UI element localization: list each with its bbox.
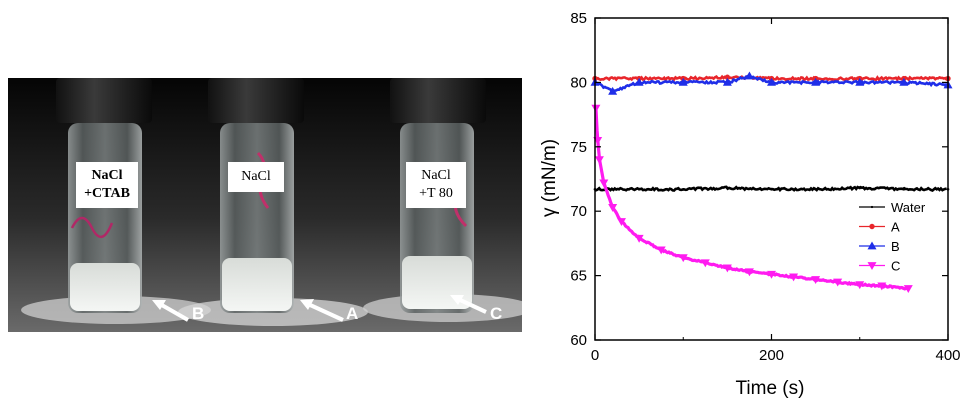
y-tick-label: 75	[570, 139, 587, 156]
data-point	[722, 264, 732, 273]
data-point	[634, 234, 644, 243]
data-point	[599, 179, 609, 188]
data-point	[833, 278, 843, 287]
axes-layer: 60 65 70 75 80 85 0 200 400	[570, 10, 960, 364]
arrow-label-b: B	[192, 304, 205, 323]
data-point	[867, 241, 877, 250]
series-c	[591, 104, 913, 293]
data-point	[591, 104, 601, 113]
vial-c-label-line2: +T 80	[419, 186, 453, 201]
data-point	[722, 77, 732, 86]
data-point	[744, 71, 754, 80]
data-point	[811, 77, 821, 86]
data-point	[678, 254, 688, 263]
data-point	[608, 86, 618, 95]
vials-photo: NaCl +CTAB NaCl NaCl +T 80 B A C	[8, 78, 533, 332]
data-point	[869, 223, 875, 230]
series-water	[593, 185, 950, 193]
data-point	[811, 276, 821, 284]
data-point	[903, 285, 913, 293]
data-point	[608, 203, 618, 212]
data-point	[814, 187, 817, 191]
legend: Water ABC	[859, 200, 926, 274]
data-point	[744, 268, 754, 277]
data-point	[616, 218, 626, 227]
y-tick-label: 70	[570, 203, 587, 220]
arrow-label-c: C	[490, 304, 503, 323]
data-point	[877, 282, 887, 291]
y-tick-label: 60	[570, 332, 587, 349]
vial-a-label-line1: NaCl	[241, 169, 271, 184]
x-axis-label: Time (s)	[736, 378, 805, 399]
data-point	[724, 74, 731, 80]
arrows	[152, 295, 487, 322]
series-line	[594, 107, 908, 291]
vial-b-label: NaCl +CTAB	[76, 162, 138, 208]
data-point	[770, 187, 773, 191]
data-point	[767, 270, 776, 279]
legend-label: Water	[891, 200, 926, 215]
data-point	[858, 186, 862, 190]
data-point	[678, 77, 688, 86]
x-tick-label: 0	[591, 347, 599, 364]
vial-a-label: NaCl	[228, 162, 284, 192]
x-tick-label: 200	[759, 347, 784, 364]
series-a	[592, 74, 951, 82]
vial-a	[208, 78, 304, 313]
legend-label: A	[891, 220, 900, 235]
vial-c-label-line1: NaCl	[421, 168, 451, 183]
data-point	[867, 262, 877, 270]
arrow-label-a: A	[346, 304, 359, 323]
data-point	[637, 187, 641, 191]
y-tick-label: 65	[570, 268, 587, 285]
legend-label: B	[891, 239, 900, 254]
plot-frame	[594, 17, 949, 341]
data-point	[726, 186, 729, 190]
data-point	[634, 77, 644, 86]
vial-c-label: NaCl +T 80	[406, 162, 466, 208]
data-point	[870, 205, 874, 209]
data-point	[681, 187, 685, 191]
series-layer	[590, 71, 953, 293]
data-point	[700, 259, 710, 268]
y-axis-label: γ (mN/m)	[539, 139, 560, 217]
series-b	[590, 71, 953, 95]
data-point	[656, 246, 666, 255]
data-point	[789, 273, 799, 282]
legend-label: C	[891, 259, 900, 274]
vial-b-label-line1: NaCl	[91, 168, 123, 183]
surface-tension-chart: 60 65 70 75 80 85 0 200 400 Water ABC Time (s) γ …	[539, 10, 961, 399]
x-tick-label: 400	[935, 347, 960, 364]
data-point	[855, 281, 865, 290]
vial-b-label-line2: +CTAB	[84, 186, 130, 201]
data-point	[767, 77, 776, 86]
y-tick-label: 85	[570, 10, 587, 27]
data-point	[855, 77, 865, 86]
data-point	[594, 156, 604, 165]
data-point	[902, 187, 906, 191]
y-tick-label: 80	[570, 74, 587, 91]
data-point	[899, 77, 909, 86]
